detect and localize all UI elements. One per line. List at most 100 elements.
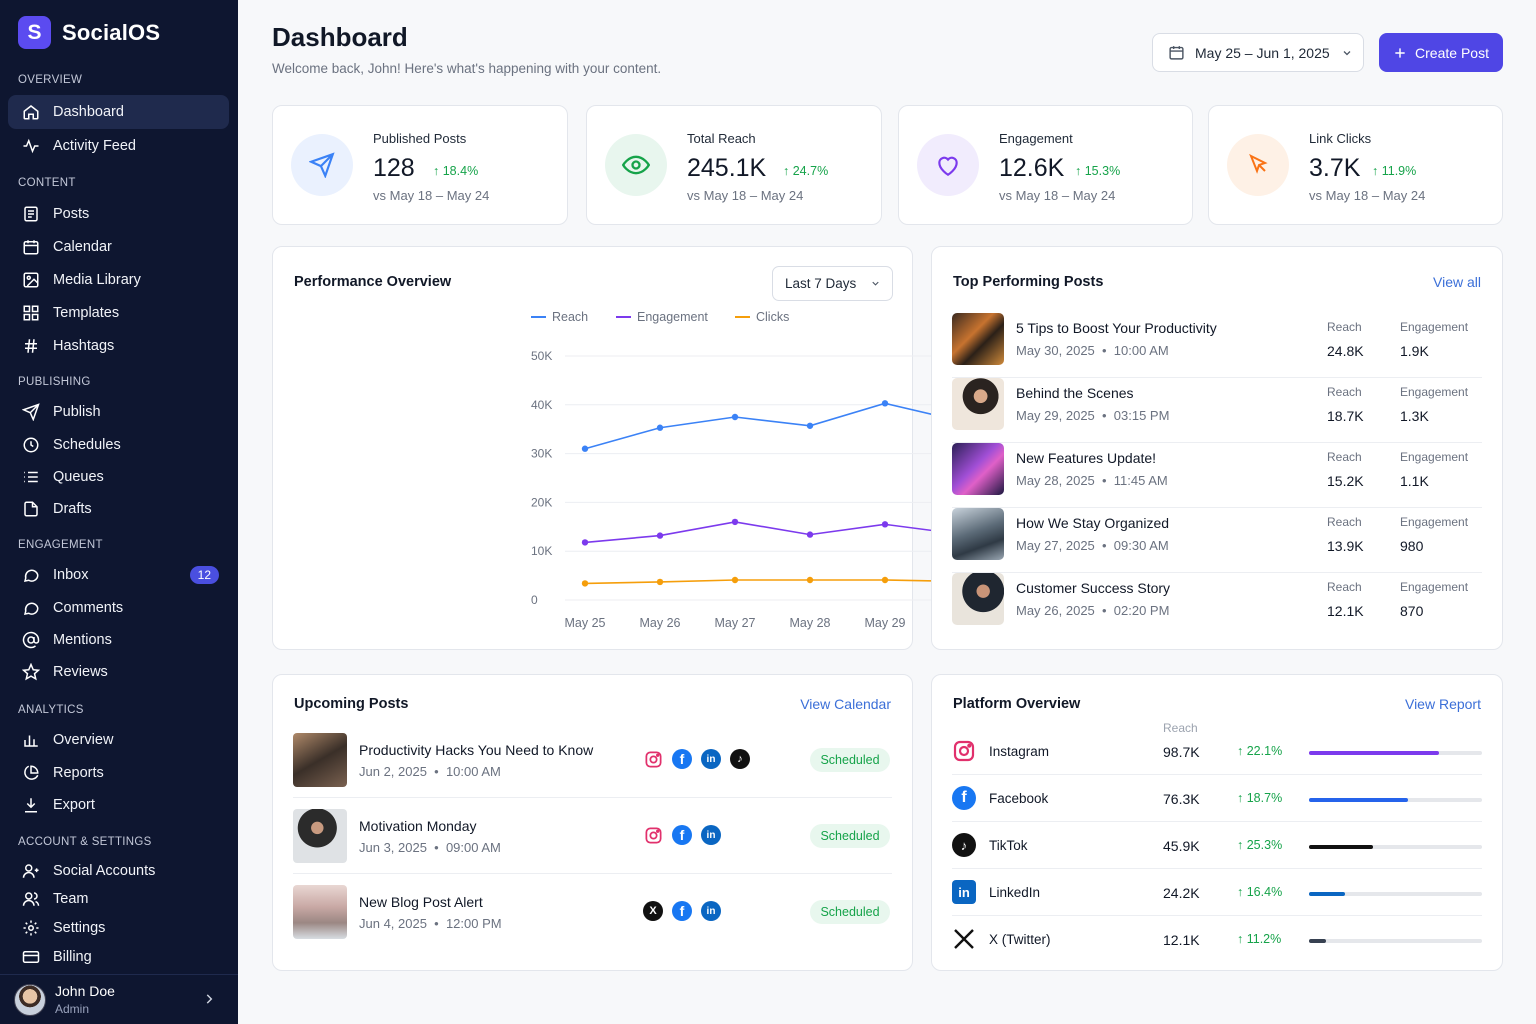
sidebar-item-overview[interactable]: Overview <box>8 723 229 757</box>
sidebar-item-label: Billing <box>53 949 92 965</box>
sidebar-item-export[interactable]: Export <box>8 788 229 822</box>
progress-fill <box>1309 939 1327 943</box>
platform-icons: f in ♪ <box>643 749 750 769</box>
sidebar-item-inbox[interactable]: Inbox 12 <box>8 558 229 592</box>
list-item[interactable]: Productivity Hacks You Need to Know Jun … <box>293 733 893 789</box>
user-menu[interactable]: John Doe Admin <box>0 974 238 1024</box>
post-date: Jun 4, 2025 • 12:00 PM <box>359 916 502 931</box>
post-title: New Blog Post Alert <box>359 894 483 910</box>
chat-icon <box>21 565 41 585</box>
avatar <box>14 983 46 1016</box>
view-report-link[interactable]: View Report <box>1404 696 1481 712</box>
sidebar-item-publish[interactable]: Publish <box>8 395 229 429</box>
divider <box>952 442 1482 443</box>
stat-card-link-clicks[interactable]: Link Clicks 3.7K ↑ 11.9% vs May 18 – May… <box>1208 105 1503 225</box>
sidebar-item-comments[interactable]: Comments <box>8 591 229 625</box>
y-tick-label: 30K <box>531 447 552 461</box>
sidebar-item-team[interactable]: Team <box>8 882 229 916</box>
reach-label: Reach <box>1327 320 1362 334</box>
stat-value: 12.6K <box>999 154 1065 182</box>
reach-value: 13.9K <box>1327 538 1364 554</box>
stat-card-total-reach[interactable]: Total Reach 245.1K ↑ 24.7% vs May 18 – M… <box>586 105 882 225</box>
sidebar-item-label: Team <box>53 891 89 907</box>
platform-row-instagram[interactable]: Instagram 98.7K ↑ 22.1% <box>952 728 1482 774</box>
list-icon <box>21 467 41 487</box>
create-post-button[interactable]: Create Post <box>1379 33 1503 72</box>
sidebar-item-reviews[interactable]: Reviews <box>8 655 229 689</box>
comment-icon <box>21 598 41 618</box>
stat-card-engagement[interactable]: Engagement 12.6K ↑ 15.3% vs May 18 – May… <box>898 105 1193 225</box>
platform-overview-card: Platform Overview View Report Reach Inst… <box>931 674 1503 971</box>
status-badge: Scheduled <box>810 748 890 772</box>
post-title: Customer Success Story <box>1016 580 1171 596</box>
divider <box>952 507 1482 508</box>
page-subtitle: Welcome back, John! Here's what's happen… <box>272 61 662 76</box>
view-all-link[interactable]: View all <box>1433 274 1481 290</box>
sidebar-item-mentions[interactable]: Mentions <box>8 623 229 657</box>
tiktok-icon: ♪ <box>952 833 976 857</box>
list-item[interactable]: How We Stay Organized May 27, 2025 • 09:… <box>952 508 1482 572</box>
cursor-icon <box>1227 134 1289 196</box>
platform-row-linkedin[interactable]: in LinkedIn 24.2K ↑ 16.4% <box>952 869 1482 915</box>
app-logo[interactable]: S SocialOS <box>18 16 160 49</box>
sidebar-item-label: Dashboard <box>53 104 124 120</box>
sidebar-item-drafts[interactable]: Drafts <box>8 492 229 526</box>
progress-fill <box>1309 892 1346 896</box>
sidebar-item-dashboard[interactable]: Dashboard <box>8 95 229 129</box>
status-badge: Scheduled <box>810 824 890 848</box>
list-item[interactable]: 5 Tips to Boost Your Productivity May 30… <box>952 313 1482 377</box>
sidebar-item-posts[interactable]: Posts <box>8 197 229 231</box>
sidebar-item-reports[interactable]: Reports <box>8 756 229 790</box>
list-item[interactable]: New Blog Post Alert Jun 4, 2025 • 12:00 … <box>293 885 893 941</box>
list-item[interactable]: Customer Success Story May 26, 2025 • 02… <box>952 573 1482 637</box>
platform-progress <box>1309 751 1482 755</box>
sidebar-item-label: Posts <box>53 206 90 222</box>
x-tick-label: May 25 <box>565 616 606 630</box>
facebook-icon: f <box>952 786 976 810</box>
bar-chart-icon <box>21 730 41 750</box>
home-icon <box>21 102 41 122</box>
post-title: Motivation Monday <box>359 818 477 834</box>
sidebar-item-label: Export <box>53 797 95 813</box>
platform-row-x[interactable]: X (Twitter) 12.1K ↑ 11.2% <box>952 916 1482 962</box>
sidebar-item-calendar[interactable]: Calendar <box>8 230 229 264</box>
sidebar-item-schedules[interactable]: Schedules <box>8 428 229 462</box>
data-point-engagement <box>581 539 589 546</box>
stat-card-published-posts[interactable]: Published Posts 128 ↑ 18.4% vs May 18 – … <box>272 105 568 225</box>
platform-name: LinkedIn <box>989 885 1041 900</box>
file-icon <box>21 499 41 519</box>
x-tick-label: May 28 <box>790 616 831 630</box>
sidebar-item-social-accounts[interactable]: Social Accounts <box>8 854 229 888</box>
platform-row-facebook[interactable]: f Facebook 76.3K ↑ 18.7% <box>952 775 1482 821</box>
engagement-label: Engagement <box>1400 385 1469 399</box>
date-range-picker[interactable]: May 25 – Jun 1, 2025 <box>1152 33 1364 72</box>
list-item[interactable]: Behind the Scenes May 29, 2025 • 03:15 P… <box>952 378 1482 442</box>
sidebar-item-hashtags[interactable]: Hashtags <box>8 329 229 363</box>
sidebar-item-templates[interactable]: Templates <box>8 296 229 330</box>
platform-progress <box>1309 798 1482 802</box>
range-select[interactable]: Last 7 Days <box>772 266 893 301</box>
stat-compare: vs May 18 – May 24 <box>999 188 1116 203</box>
facebook-icon: f <box>672 901 692 921</box>
sidebar-item-queues[interactable]: Queues <box>8 460 229 494</box>
sidebar-item-billing[interactable]: Billing <box>8 940 229 974</box>
platform-growth: ↑ 18.7% <box>1237 791 1283 805</box>
list-item[interactable]: Motivation Monday Jun 3, 2025 • 09:00 AM… <box>293 809 893 865</box>
logo-mark: S <box>18 16 51 49</box>
plus-icon <box>1393 46 1407 60</box>
list-item[interactable]: New Features Update! May 28, 2025 • 11:4… <box>952 443 1482 507</box>
platform-reach: 45.9K <box>1163 838 1200 854</box>
sidebar-item-activity-feed[interactable]: Activity Feed <box>8 129 229 163</box>
divider <box>952 774 1482 775</box>
sidebar-item-settings[interactable]: Settings <box>8 911 229 945</box>
view-calendar-link[interactable]: View Calendar <box>800 696 891 712</box>
post-title: Behind the Scenes <box>1016 385 1134 401</box>
engagement-value: 1.3K <box>1400 408 1429 424</box>
section-title-overview: OVERVIEW <box>18 74 83 86</box>
platform-row-tiktok[interactable]: ♪ TikTok 45.9K ↑ 25.3% <box>952 822 1482 868</box>
data-point-reach <box>581 445 589 452</box>
sidebar-item-media-library[interactable]: Media Library <box>8 263 229 297</box>
stat-value: 128 <box>373 154 415 182</box>
platform-name: Facebook <box>989 791 1049 806</box>
inbox-count-badge: 12 <box>189 566 219 584</box>
